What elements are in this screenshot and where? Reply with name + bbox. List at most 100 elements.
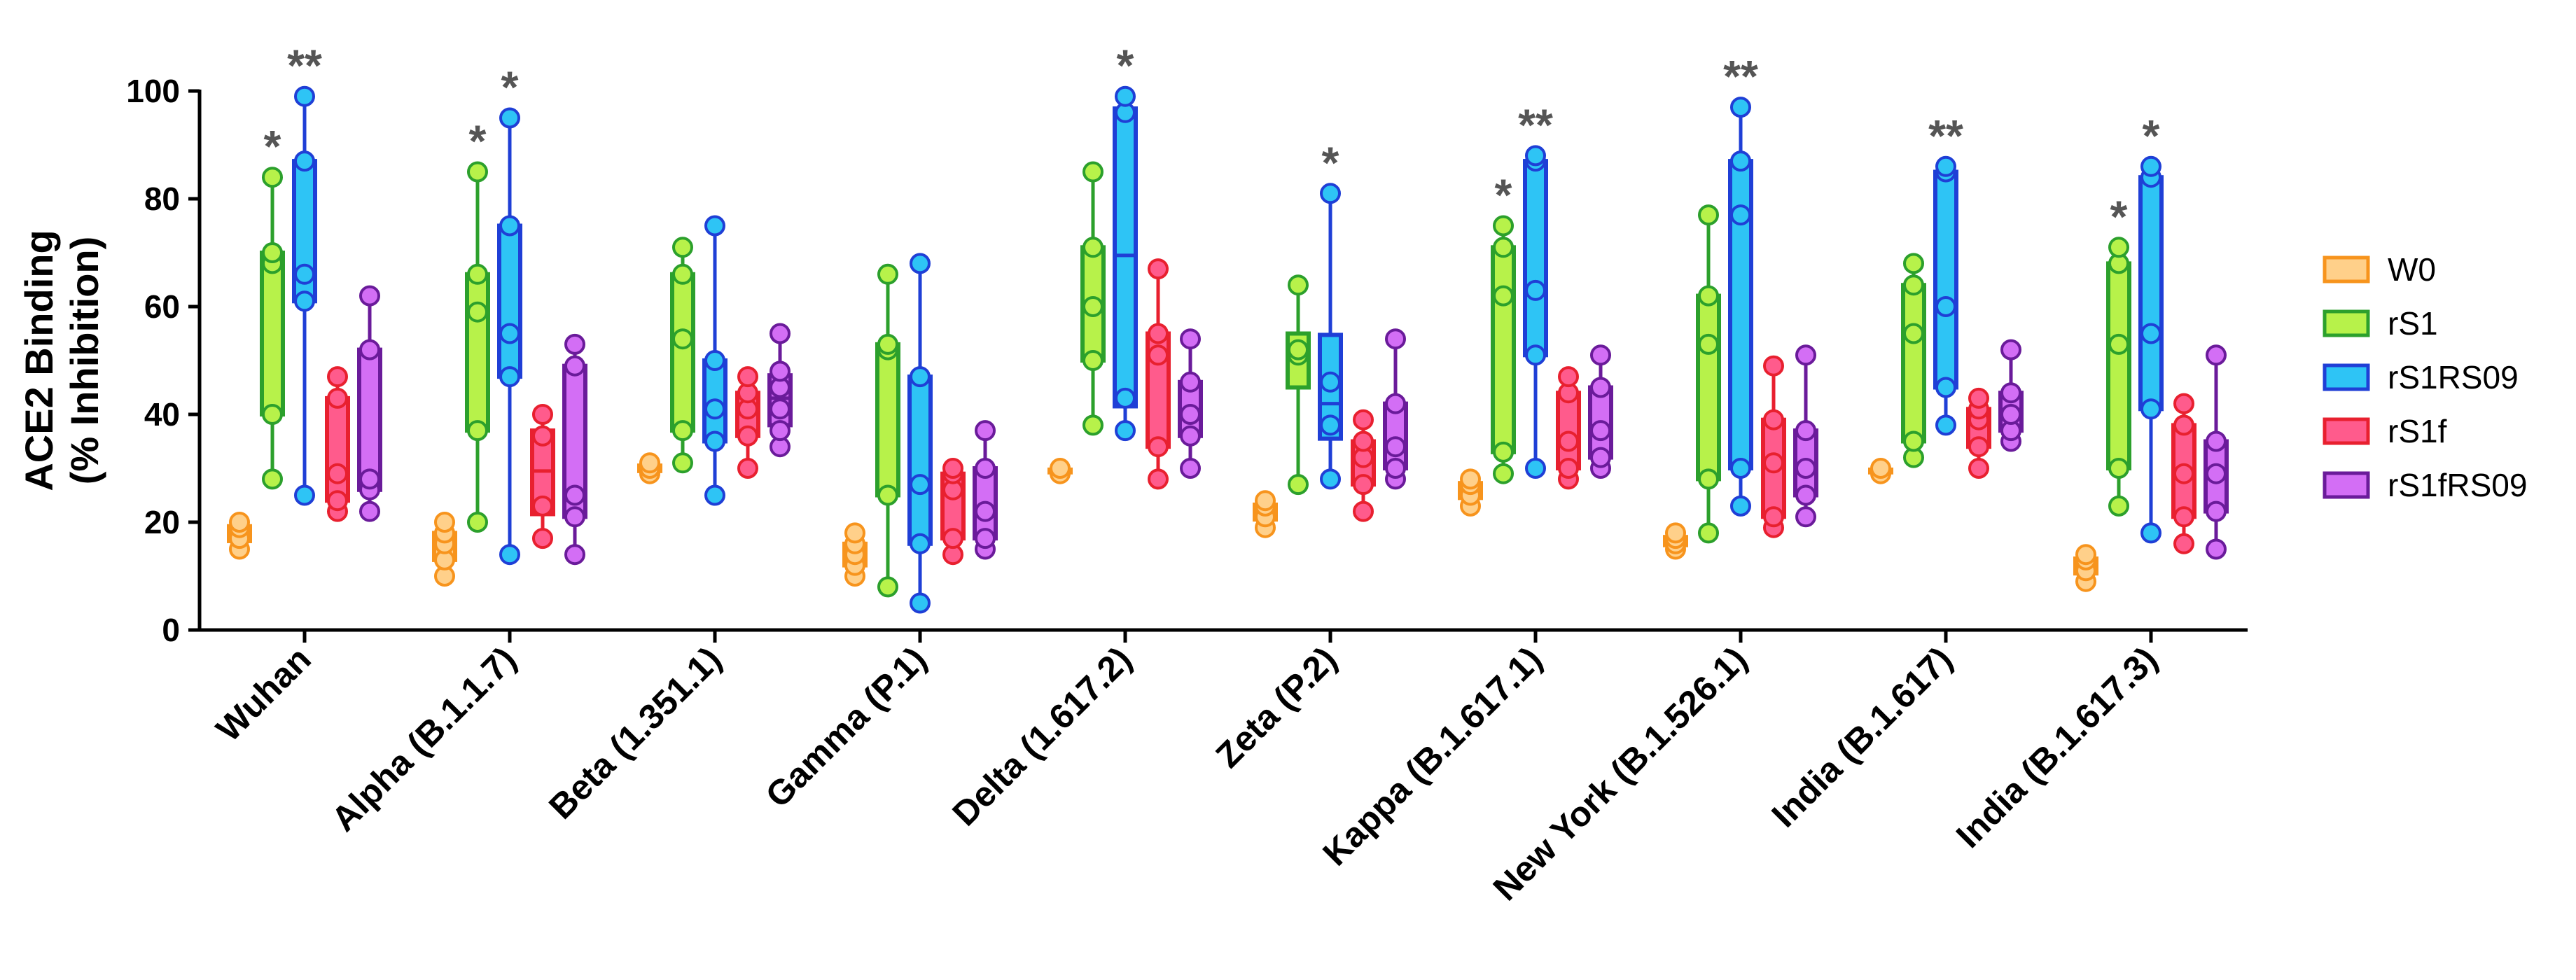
data-point [294, 484, 315, 506]
data-point [499, 323, 520, 344]
y-tick-label: 100 [126, 73, 180, 109]
box-group-rS1fRS09 [357, 285, 382, 522]
box-plot-series [227, 85, 2229, 614]
data-point [1180, 404, 1201, 425]
data-point [1730, 97, 1751, 118]
legend-swatch-W0 [2323, 255, 2370, 284]
data-point [1795, 344, 1816, 366]
data-point [434, 512, 455, 533]
data-point [1082, 161, 1103, 183]
x-category-label: Beta (1.351.1) [541, 639, 729, 827]
data-point [844, 522, 865, 544]
data-point [975, 500, 996, 522]
data-point [1903, 253, 1924, 274]
box-group-rS1f [1556, 366, 1581, 490]
data-point [1385, 436, 1406, 458]
data-point [1353, 430, 1374, 452]
data-point [564, 544, 585, 566]
data-point [1050, 458, 1071, 479]
box [497, 223, 522, 379]
data-point [1698, 522, 1719, 544]
data-point [2173, 414, 2194, 436]
data-point [1968, 387, 1989, 409]
data-point [1968, 458, 1989, 479]
data-point [1763, 355, 1784, 377]
data-point [942, 458, 963, 479]
box-group-rS1 [1286, 274, 1311, 496]
data-point [770, 360, 791, 382]
data-point [1935, 377, 1956, 398]
box [1523, 159, 1548, 358]
data-point [910, 474, 931, 496]
box-group-rS1 [260, 167, 285, 490]
data-point [1903, 430, 1924, 452]
data-point [1353, 500, 1374, 522]
data-point [1968, 436, 1989, 458]
box-group-rS1RS09 [1113, 85, 1138, 442]
data-point [877, 333, 898, 355]
data-point [467, 512, 488, 533]
data-point [327, 463, 348, 484]
chart-legend: W0 rS1 rS1RS09 rS1f rS1fRS09 [2323, 251, 2527, 503]
x-axis-ticks: Wuhan Alpha (B.1.1.7) Beta (1.351.1) Gamma … [209, 630, 2165, 908]
data-point [704, 484, 725, 506]
data-point [1525, 344, 1546, 366]
box-group-rS1 [465, 161, 490, 533]
data-point [1903, 274, 1924, 296]
significance-marker: * [469, 116, 487, 167]
data-point [327, 387, 348, 409]
data-point [1320, 183, 1341, 204]
box-group-rS1fRS09 [767, 323, 793, 458]
data-point [1525, 458, 1546, 479]
x-category-label: Alpha (B.1.1.7) [324, 639, 524, 839]
box-group-rS1fRS09 [1588, 344, 1613, 479]
data-point [1558, 366, 1579, 388]
data-point [2206, 430, 2227, 452]
box-group-rS1fRS09 [1383, 328, 1408, 490]
box-group-rS1fRS09 [1178, 328, 1203, 479]
box-group-rS1f [1146, 258, 1171, 490]
box-group-rS1fRS09 [562, 333, 587, 566]
x-category-label: Kappa (B.1.617.1) [1315, 639, 1549, 873]
data-point [910, 253, 931, 274]
data-point [1115, 387, 1136, 409]
data-point [2140, 155, 2161, 177]
data-point [294, 263, 315, 285]
box-group-rS1f [2171, 393, 2196, 554]
data-point [1730, 150, 1751, 172]
data-point [262, 468, 283, 490]
box-group-rS1 [1696, 204, 1721, 544]
significance-marker: * [2110, 191, 2128, 241]
data-point [262, 404, 283, 425]
data-point [2075, 544, 2096, 566]
box [1113, 106, 1138, 409]
significance-marker: * [1117, 41, 1134, 91]
data-point [1385, 328, 1406, 350]
data-point [499, 215, 520, 237]
data-point [1288, 274, 1309, 296]
data-point [1763, 506, 1784, 528]
data-point [294, 85, 315, 107]
data-point [499, 366, 520, 388]
data-point [1795, 484, 1816, 506]
box-group-rS1RS09 [702, 215, 727, 506]
data-point [1320, 371, 1341, 393]
box-group-rS1 [1901, 253, 1926, 468]
significance-marker: ** [1518, 99, 1553, 150]
data-point [467, 263, 488, 285]
box-group-rS1fRS09 [1793, 344, 1818, 528]
box-group-rS1f [735, 366, 760, 479]
data-point [1525, 145, 1546, 167]
data-point [910, 533, 931, 554]
data-point [1288, 339, 1309, 360]
box-group-rS1fRS09 [973, 420, 998, 560]
data-point [2140, 522, 2161, 544]
box-group-rS1fRS09 [1998, 339, 2024, 452]
data-point [359, 339, 380, 360]
box-group-rS1 [1491, 215, 1516, 484]
data-point [770, 323, 791, 344]
data-point [1115, 420, 1136, 442]
data-point [2173, 506, 2194, 528]
data-point [467, 161, 488, 183]
significance-marker: * [264, 121, 281, 172]
